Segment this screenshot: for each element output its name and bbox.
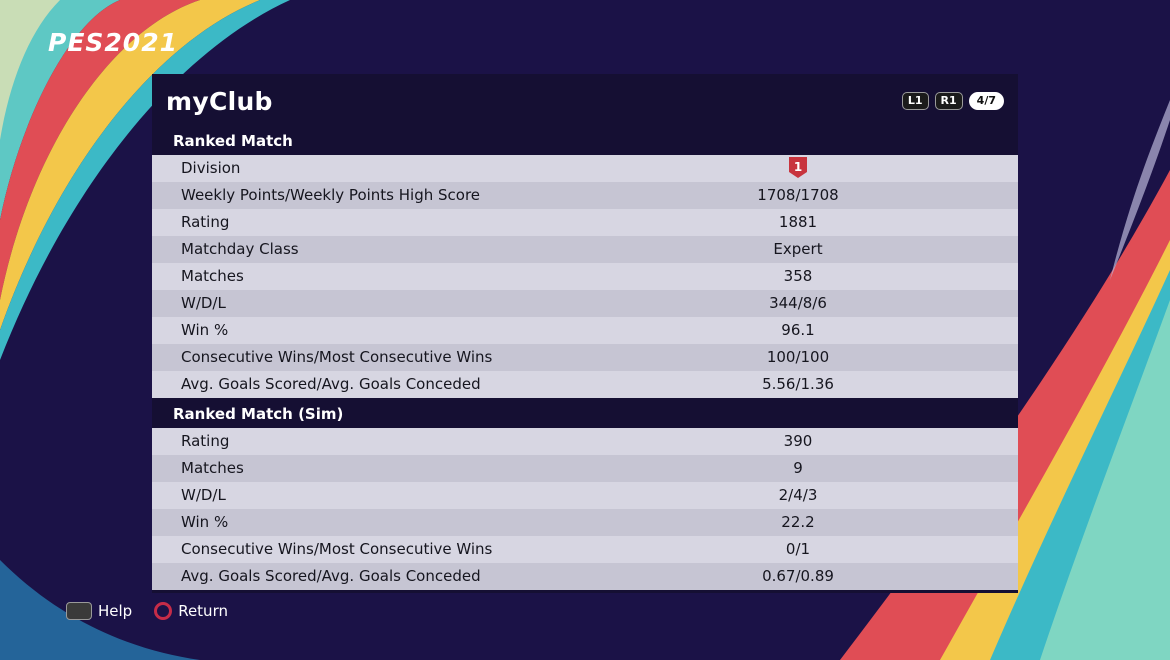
division-value: 1 bbox=[794, 160, 802, 174]
page-navigation: L1 R1 4/7 bbox=[901, 92, 1004, 110]
table-row: Win % 22.2 bbox=[152, 509, 1018, 536]
help-label[interactable]: Help bbox=[98, 602, 133, 620]
row-value: 390 bbox=[783, 432, 813, 450]
row-label: W/D/L bbox=[181, 294, 226, 312]
pes2021-logo: PES2021 bbox=[48, 28, 178, 57]
row-value: 9 bbox=[793, 459, 803, 477]
table-row: Avg. Goals Scored/Avg. Goals Conceded 5.… bbox=[152, 371, 1018, 398]
page-title: myClub bbox=[166, 87, 273, 116]
table-row: Matches 9 bbox=[152, 455, 1018, 482]
myclub-stats-panel: myClub L1 R1 4/7 Ranked Match Division 1… bbox=[152, 74, 1018, 593]
row-label: Consecutive Wins/Most Consecutive Wins bbox=[181, 540, 493, 558]
row-label: Division bbox=[181, 159, 241, 177]
row-value: 358 bbox=[783, 267, 813, 285]
row-value: 0/1 bbox=[785, 540, 811, 558]
page-indicator: 4/7 bbox=[968, 92, 1004, 110]
row-label: Rating bbox=[181, 213, 230, 231]
table-row: Consecutive Wins/Most Consecutive Wins 0… bbox=[152, 536, 1018, 563]
table-row: Matches 358 bbox=[152, 263, 1018, 290]
table-row: Rating 390 bbox=[152, 428, 1018, 455]
row-value: 96.1 bbox=[781, 321, 815, 339]
row-value: 1 bbox=[698, 155, 898, 185]
row-label: Avg. Goals Scored/Avg. Goals Conceded bbox=[181, 375, 481, 393]
row-label: W/D/L bbox=[181, 486, 226, 504]
return-label[interactable]: Return bbox=[178, 602, 228, 620]
row-label: Rating bbox=[181, 432, 230, 450]
row-label: Matches bbox=[181, 459, 244, 477]
row-label: Weekly Points/Weekly Points High Score bbox=[181, 186, 481, 204]
r1-button[interactable]: R1 bbox=[934, 92, 963, 110]
row-label: Win % bbox=[181, 321, 229, 339]
table-row: Weekly Points/Weekly Points High Score 1… bbox=[152, 182, 1018, 209]
footer-controls: Help Return bbox=[66, 602, 228, 620]
table-row: Win % 96.1 bbox=[152, 317, 1018, 344]
row-value: 0.67/0.89 bbox=[762, 567, 834, 585]
row-value: 2/4/3 bbox=[778, 486, 818, 504]
division-badge-icon: 1 bbox=[789, 157, 807, 178]
row-label: Avg. Goals Scored/Avg. Goals Conceded bbox=[181, 567, 481, 585]
row-value: 100/100 bbox=[766, 348, 830, 366]
row-value: Expert bbox=[773, 240, 823, 258]
row-label: Win % bbox=[181, 513, 229, 531]
section-header-ranked-match-sim: Ranked Match (Sim) bbox=[173, 405, 344, 423]
row-value: 1881 bbox=[778, 213, 818, 231]
table-row: Division 1 bbox=[152, 155, 1018, 182]
row-value: 344/8/6 bbox=[769, 294, 827, 312]
row-label: Matches bbox=[181, 267, 244, 285]
section-header-ranked-match: Ranked Match bbox=[173, 132, 293, 150]
row-label: Consecutive Wins/Most Consecutive Wins bbox=[181, 348, 493, 366]
table-row: Avg. Goals Scored/Avg. Goals Conceded 0.… bbox=[152, 563, 1018, 590]
table-row: Rating 1881 bbox=[152, 209, 1018, 236]
circle-button-icon[interactable] bbox=[154, 602, 173, 620]
table-row: W/D/L 2/4/3 bbox=[152, 482, 1018, 509]
row-value: 1708/1708 bbox=[757, 186, 839, 204]
table-row: Matchday Class Expert bbox=[152, 236, 1018, 263]
table-row: Consecutive Wins/Most Consecutive Wins 1… bbox=[152, 344, 1018, 371]
l1-button[interactable]: L1 bbox=[901, 92, 929, 110]
touchpad-button-icon[interactable] bbox=[66, 602, 92, 620]
table-row: W/D/L 344/8/6 bbox=[152, 290, 1018, 317]
row-value: 22.2 bbox=[781, 513, 815, 531]
panel-header: myClub L1 R1 4/7 bbox=[152, 74, 1018, 128]
row-value: 5.56/1.36 bbox=[762, 375, 834, 393]
row-label: Matchday Class bbox=[181, 240, 299, 258]
